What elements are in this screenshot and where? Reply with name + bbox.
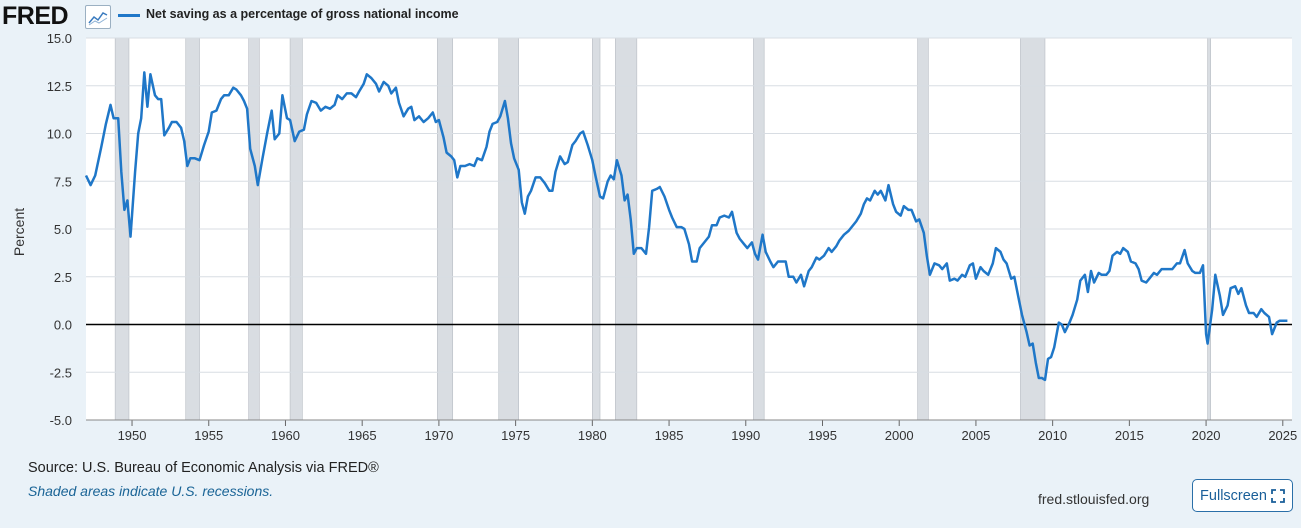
x-tick-label: 1995 — [808, 428, 837, 443]
y-tick-label: 5.0 — [54, 222, 72, 237]
legend-series-label: Net saving as a percentage of gross nati… — [146, 7, 459, 21]
y-tick-label: 7.5 — [54, 174, 72, 189]
source-value: U.S. Bureau of Economic Analysis via FRE… — [82, 460, 379, 476]
x-tick-label: 2010 — [1038, 428, 1067, 443]
y-tick-label: 2.5 — [54, 270, 72, 285]
fullscreen-button[interactable]: Fullscreen — [1192, 479, 1293, 512]
series-polyline[interactable] — [84, 71, 1288, 382]
legend-swatch — [118, 14, 140, 17]
x-tick-label: 2025 — [1268, 428, 1297, 443]
x-tick-label: 1965 — [348, 428, 377, 443]
x-tick-label: 2000 — [885, 428, 914, 443]
y-tick-label: 10.0 — [47, 127, 72, 142]
y-tick-label: -5.0 — [50, 413, 72, 428]
x-axis-ticks: 1950 1955 1960 1965 1970 1975 1980 1985 1990 1995… — [86, 419, 1297, 443]
series-line — [84, 71, 1288, 382]
y-tick-label: 12.5 — [47, 79, 72, 94]
x-tick-label: 2020 — [1192, 428, 1221, 443]
y-tick-label: 0.0 — [54, 318, 72, 333]
y-tick-label: 15.0 — [47, 31, 72, 46]
x-tick-label: 2015 — [1115, 428, 1144, 443]
x-tick-label: 1975 — [501, 428, 530, 443]
x-tick-label: 1990 — [731, 428, 760, 443]
source-prefix: Source: — [28, 460, 82, 476]
y-tick-label: -2.5 — [50, 365, 72, 380]
fred-logo[interactable]: FRED — [2, 2, 69, 30]
line-chart-icon[interactable] — [85, 5, 111, 29]
fullscreen-label: Fullscreen — [1200, 487, 1267, 504]
line-chart: 15.012.510.07.55.02.50.0-2.5-5.0 1950 195… — [11, 31, 1297, 443]
y-axis-label: Percent — [11, 208, 27, 256]
x-tick-label: 2005 — [961, 428, 990, 443]
x-tick-label: 1950 — [118, 428, 147, 443]
x-tick-label: 1985 — [655, 428, 684, 443]
x-tick-label: 1980 — [578, 428, 607, 443]
expand-icon — [1271, 488, 1285, 503]
source-text: Source: U.S. Bureau of Economic Analysis… — [28, 460, 379, 476]
recession-note: Shaded areas indicate U.S. recessions. — [28, 483, 274, 499]
site-link[interactable]: fred.stlouisfed.org — [1038, 491, 1150, 507]
y-axis-ticks: 15.0 12.5 10.0 7.5 5.0 2.5 0.0 -2.5 -5.0 — [47, 31, 72, 428]
x-tick-label: 1960 — [271, 428, 300, 443]
x-tick-label: 1970 — [424, 428, 453, 443]
chart-header: FRED Net saving as a percentage of gross… — [0, 0, 1301, 32]
x-tick-label: 1955 — [194, 428, 223, 443]
